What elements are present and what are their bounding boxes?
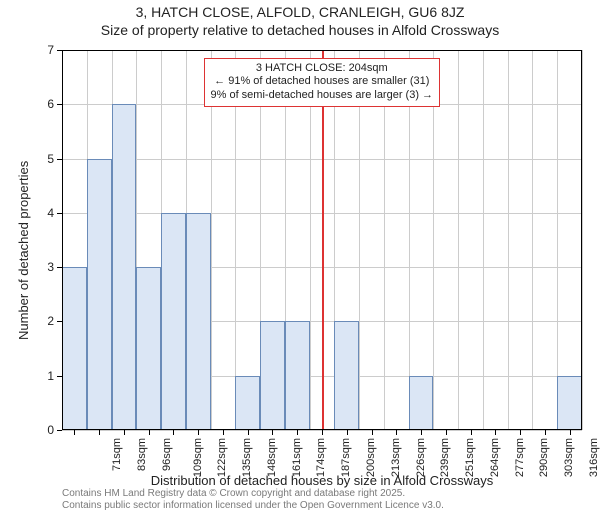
gridline-v bbox=[359, 50, 360, 430]
x-tick-label: 200sqm bbox=[365, 438, 377, 477]
gridline-v bbox=[235, 50, 236, 430]
x-tick-mark bbox=[495, 430, 496, 435]
footer-line-1: Contains HM Land Registry data © Crown c… bbox=[62, 488, 444, 500]
x-tick-mark bbox=[520, 430, 521, 435]
histogram-bar bbox=[285, 321, 310, 430]
x-tick-mark bbox=[124, 430, 125, 435]
x-tick-mark bbox=[396, 430, 397, 435]
x-tick-mark bbox=[248, 430, 249, 435]
y-tick-label: 2 bbox=[34, 314, 54, 328]
x-tick-label: 122sqm bbox=[217, 438, 229, 477]
title-line-2: Size of property relative to detached ho… bbox=[0, 22, 600, 40]
gridline-v bbox=[409, 50, 410, 430]
y-tick-label: 4 bbox=[34, 206, 54, 220]
histogram-bar bbox=[112, 104, 137, 430]
gridline-v bbox=[433, 50, 434, 430]
histogram-bar bbox=[557, 376, 582, 430]
x-tick-label: 161sqm bbox=[291, 438, 303, 477]
x-tick-mark bbox=[272, 430, 273, 435]
histogram-bar bbox=[62, 267, 87, 430]
x-tick-label: 135sqm bbox=[241, 438, 253, 477]
x-tick-label: 71sqm bbox=[111, 438, 123, 471]
callout-line: ← 91% of detached houses are smaller (31… bbox=[211, 75, 434, 89]
x-tick-label: 290sqm bbox=[538, 438, 550, 477]
y-tick-label: 5 bbox=[34, 152, 54, 166]
x-tick-label: 96sqm bbox=[161, 438, 173, 471]
y-tick-label: 3 bbox=[34, 260, 54, 274]
x-tick-label: 226sqm bbox=[415, 438, 427, 477]
x-axis-title: Distribution of detached houses by size … bbox=[62, 473, 582, 488]
y-tick-label: 1 bbox=[34, 369, 54, 383]
title-block: 3, HATCH CLOSE, ALFOLD, CRANLEIGH, GU6 8… bbox=[0, 0, 600, 39]
x-tick-mark bbox=[223, 430, 224, 435]
gridline-v bbox=[483, 50, 484, 430]
gridline-v bbox=[458, 50, 459, 430]
gridline-v bbox=[557, 50, 558, 430]
x-tick-mark bbox=[347, 430, 348, 435]
y-tick-mark bbox=[57, 430, 62, 431]
x-tick-mark bbox=[173, 430, 174, 435]
histogram-bar bbox=[87, 159, 112, 430]
gridline-v bbox=[582, 50, 583, 430]
gridline-v bbox=[384, 50, 385, 430]
histogram-bar bbox=[136, 267, 161, 430]
x-tick-label: 303sqm bbox=[563, 438, 575, 477]
x-tick-mark bbox=[322, 430, 323, 435]
gridline-v bbox=[310, 50, 311, 430]
reference-callout: 3 HATCH CLOSE: 204sqm← 91% of detached h… bbox=[204, 58, 441, 107]
x-tick-mark bbox=[570, 430, 571, 435]
plot-area: 0123456771sqm83sqm96sqm109sqm122sqm135sq… bbox=[62, 50, 582, 430]
y-tick-label: 7 bbox=[34, 43, 54, 57]
x-tick-mark bbox=[198, 430, 199, 435]
x-tick-label: 83sqm bbox=[136, 438, 148, 471]
histogram-bar bbox=[161, 213, 186, 430]
x-tick-mark bbox=[74, 430, 75, 435]
x-tick-mark bbox=[545, 430, 546, 435]
x-tick-mark bbox=[99, 430, 100, 435]
y-tick-label: 0 bbox=[34, 423, 54, 437]
histogram-bar bbox=[260, 321, 285, 430]
histogram-bar bbox=[235, 376, 260, 430]
gridline-v bbox=[532, 50, 533, 430]
x-tick-label: 148sqm bbox=[266, 438, 278, 477]
x-tick-label: 316sqm bbox=[588, 438, 600, 477]
title-line-1: 3, HATCH CLOSE, ALFOLD, CRANLEIGH, GU6 8… bbox=[0, 4, 600, 22]
footer: Contains HM Land Registry data © Crown c… bbox=[62, 488, 444, 512]
x-tick-label: 239sqm bbox=[439, 438, 451, 477]
x-tick-label: 109sqm bbox=[192, 438, 204, 477]
x-tick-mark bbox=[297, 430, 298, 435]
x-tick-mark bbox=[471, 430, 472, 435]
x-tick-label: 187sqm bbox=[340, 438, 352, 477]
x-tick-mark bbox=[149, 430, 150, 435]
x-tick-label: 174sqm bbox=[316, 438, 328, 477]
reference-line bbox=[322, 50, 324, 430]
callout-line: 9% of semi-detached houses are larger (3… bbox=[211, 89, 434, 103]
y-tick-label: 6 bbox=[34, 97, 54, 111]
histogram-bar bbox=[409, 376, 434, 430]
histogram-bar bbox=[334, 321, 359, 430]
x-tick-mark bbox=[421, 430, 422, 435]
x-tick-label: 277sqm bbox=[514, 438, 526, 477]
x-tick-label: 251sqm bbox=[464, 438, 476, 477]
y-axis-title: Number of detached properties bbox=[16, 161, 31, 340]
figure: 3, HATCH CLOSE, ALFOLD, CRANLEIGH, GU6 8… bbox=[0, 0, 600, 500]
callout-line: 3 HATCH CLOSE: 204sqm bbox=[211, 62, 434, 76]
gridline-v bbox=[508, 50, 509, 430]
footer-line-2: Contains public sector information licen… bbox=[62, 500, 444, 512]
gridline-v bbox=[211, 50, 212, 430]
x-tick-label: 264sqm bbox=[489, 438, 501, 477]
x-tick-label: 213sqm bbox=[390, 438, 402, 477]
x-tick-mark bbox=[446, 430, 447, 435]
x-tick-mark bbox=[372, 430, 373, 435]
histogram-bar bbox=[186, 213, 211, 430]
